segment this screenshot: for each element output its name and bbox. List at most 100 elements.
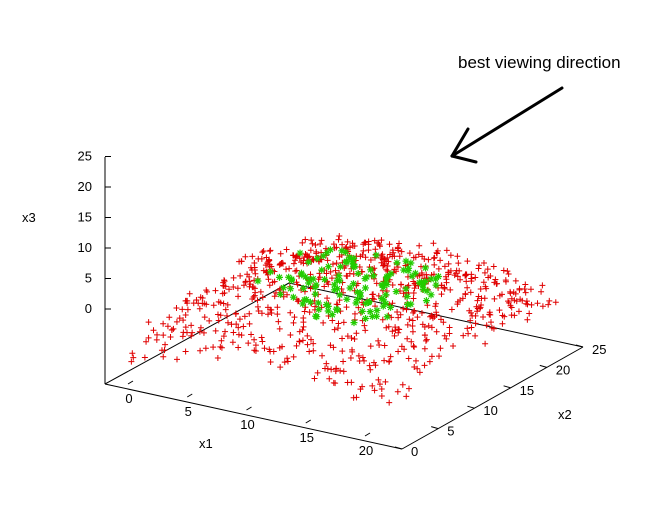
data-point [443, 279, 450, 286]
data-point [391, 266, 398, 273]
data-point [189, 329, 196, 336]
data-point [313, 254, 321, 262]
data-point [539, 303, 546, 310]
data-point [255, 307, 262, 314]
data-point [361, 284, 369, 292]
data-point [395, 326, 402, 333]
data-point [197, 324, 204, 331]
data-point [508, 304, 515, 311]
data-point [369, 272, 377, 280]
data-point [467, 289, 474, 296]
data-point [400, 305, 407, 312]
data-point [490, 325, 497, 332]
data-point [333, 260, 340, 267]
data-point [170, 325, 177, 332]
data-point [491, 295, 498, 302]
data-point [343, 304, 350, 311]
data-point [334, 306, 342, 314]
data-point [232, 310, 239, 317]
data-point [472, 274, 479, 281]
data-point [184, 306, 191, 313]
data-point [428, 353, 435, 360]
data-point [300, 323, 307, 330]
x2-axis-title: x2 [558, 407, 572, 422]
data-point [463, 271, 470, 278]
data-point [229, 339, 236, 346]
data-point [418, 310, 425, 317]
data-point [376, 341, 383, 348]
data-point [434, 272, 442, 280]
data-point [350, 319, 358, 327]
data-point [199, 295, 206, 302]
data-point [308, 336, 315, 343]
data-point [196, 328, 203, 335]
data-point [353, 330, 360, 337]
data-point [292, 257, 299, 264]
data-point [360, 247, 367, 254]
data-point [370, 359, 377, 366]
data-point [443, 335, 450, 342]
data-point [412, 357, 419, 364]
data-point [394, 388, 401, 395]
data-point [182, 324, 189, 331]
data-point [464, 325, 471, 332]
data-point [383, 280, 391, 288]
data-point [332, 267, 339, 274]
data-point [274, 311, 281, 318]
data-point [359, 299, 366, 306]
data-point [267, 358, 274, 365]
data-point [373, 280, 380, 287]
data-point [281, 359, 288, 366]
x2-tick-mark [539, 364, 547, 368]
data-point [447, 286, 454, 293]
data-point [326, 246, 334, 254]
data-point [218, 337, 225, 344]
data-point [351, 243, 358, 250]
data-point [353, 394, 360, 401]
data-point [210, 344, 217, 351]
data-point [513, 298, 520, 305]
x1-tick-label: 10 [240, 417, 254, 432]
data-point [484, 266, 491, 273]
data-point [538, 288, 545, 295]
data-point [457, 276, 464, 283]
data-point [270, 348, 277, 355]
x3-tick-label: 20 [78, 179, 92, 194]
data-point [465, 330, 472, 337]
data-point [329, 261, 336, 268]
data-point [217, 312, 224, 319]
data-point [202, 345, 209, 352]
data-point [339, 335, 346, 342]
data-point [143, 338, 150, 345]
data-point [433, 328, 440, 335]
data-point [305, 258, 313, 266]
data-point [299, 337, 306, 344]
data-point [330, 379, 337, 386]
data-point [378, 392, 385, 399]
data-point [324, 257, 331, 264]
data-point [248, 267, 255, 274]
data-point [293, 279, 300, 286]
data-point [403, 292, 411, 300]
data-point [300, 314, 307, 321]
data-point [362, 315, 370, 322]
data-point [166, 314, 173, 321]
data-point [336, 277, 344, 285]
data-point [477, 285, 484, 292]
data-point [500, 267, 507, 274]
data-point [394, 264, 401, 271]
data-point [162, 341, 169, 348]
x1-ticks: 0 5 10 15 20 [125, 380, 373, 458]
data-point [258, 255, 265, 262]
data-point [306, 298, 314, 306]
data-point [387, 303, 395, 311]
data-point [398, 281, 405, 288]
data-point [402, 257, 410, 265]
data-point [326, 375, 333, 382]
data-point [421, 362, 428, 369]
data-point [379, 296, 387, 304]
data-point [534, 300, 541, 307]
data-point [421, 264, 429, 272]
data-point [184, 329, 191, 336]
